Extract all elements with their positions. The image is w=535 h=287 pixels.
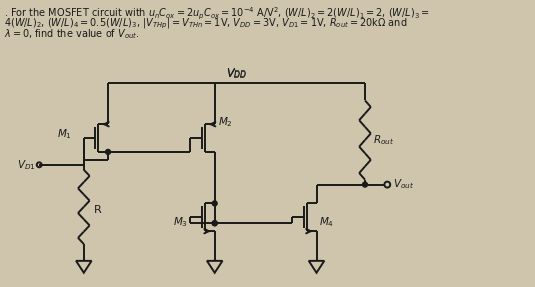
Circle shape (212, 221, 217, 226)
Text: $M_2$: $M_2$ (218, 115, 232, 129)
Text: $V_{DD}$: $V_{DD}$ (226, 66, 248, 79)
Text: $V_{DD}$: $V_{DD}$ (226, 67, 248, 81)
Text: $M_4$: $M_4$ (319, 215, 334, 229)
Text: $M_1$: $M_1$ (57, 127, 72, 141)
Text: $R_{out}$: $R_{out}$ (373, 133, 394, 147)
Text: R: R (94, 205, 101, 215)
Text: $V_{out}$: $V_{out}$ (393, 178, 414, 191)
Text: . For the MOSFET circuit with $u_nC_{ox} = 2u_pC_{ox} = 10^{-4}$ A/V$^2$, $(W/L): . For the MOSFET circuit with $u_nC_{ox}… (4, 5, 430, 22)
Circle shape (212, 201, 217, 206)
Circle shape (105, 150, 110, 154)
Circle shape (212, 221, 217, 226)
Text: $\lambda = 0$, find the value of $V_{out}$.: $\lambda = 0$, find the value of $V_{out… (4, 27, 140, 41)
Circle shape (363, 182, 368, 187)
Text: $M_3$: $M_3$ (173, 215, 188, 229)
Text: $V_{D1}$: $V_{D1}$ (17, 158, 35, 172)
Text: $4(W/L)_2$, $(W/L)_4 = 0.5(W/L)_3$, $|V_{THp}| = V_{THn} = 1$V, $V_{DD} = 3$V, $: $4(W/L)_2$, $(W/L)_4 = 0.5(W/L)_3$, $|V_… (4, 16, 408, 31)
